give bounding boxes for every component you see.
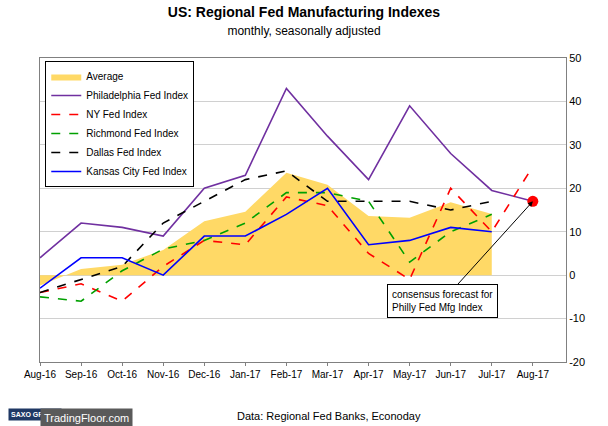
- svg-text:Apr-17: Apr-17: [354, 369, 384, 380]
- svg-text:Oct-16: Oct-16: [107, 369, 137, 380]
- svg-text:Sep-16: Sep-16: [65, 369, 98, 380]
- svg-text:50: 50: [569, 52, 581, 64]
- svg-text:TradingFloor.com: TradingFloor.com: [44, 412, 129, 424]
- svg-text:-10: -10: [569, 312, 585, 324]
- svg-text:Data: Regional Fed Banks, Econ: Data: Regional Fed Banks, Econoday: [237, 410, 421, 422]
- svg-text:Jul-17: Jul-17: [478, 369, 506, 380]
- svg-text:Aug-17: Aug-17: [517, 369, 550, 380]
- svg-text:Philadelphia Fed Index: Philadelphia Fed Index: [86, 90, 188, 101]
- svg-text:Aug-16: Aug-16: [24, 369, 57, 380]
- svg-text:consensus forecast forPhilly F: consensus forecast forPhilly Fed Mfg Ind…: [392, 289, 493, 313]
- svg-text:20: 20: [569, 182, 581, 194]
- svg-text:-20: -20: [569, 356, 585, 368]
- svg-text:Richmond Fed Index: Richmond Fed Index: [86, 128, 178, 139]
- svg-text:May-17: May-17: [393, 369, 427, 380]
- svg-text:Dec-16: Dec-16: [188, 369, 221, 380]
- svg-text:US: Regional Fed Manufacturing: US: Regional Fed Manufacturing Indexesmo…: [168, 4, 440, 38]
- svg-text:Mar-17: Mar-17: [312, 369, 344, 380]
- svg-text:Nov-16: Nov-16: [147, 369, 180, 380]
- svg-text:Dallas Fed Index: Dallas Fed Index: [86, 147, 161, 158]
- svg-text:40: 40: [569, 95, 581, 107]
- svg-text:0: 0: [569, 269, 575, 281]
- svg-text:Kansas City Fed Index: Kansas City Fed Index: [86, 166, 187, 177]
- svg-text:Average: Average: [86, 71, 124, 82]
- svg-text:NY Fed Index: NY Fed Index: [86, 109, 147, 120]
- svg-text:SAXO GROUP: SAXO GROUP: [11, 411, 59, 418]
- svg-text:Jan-17: Jan-17: [230, 369, 261, 380]
- svg-text:10: 10: [569, 226, 581, 238]
- svg-text:30: 30: [569, 139, 581, 151]
- svg-text:Feb-17: Feb-17: [271, 369, 303, 380]
- svg-text:Jun-17: Jun-17: [435, 369, 466, 380]
